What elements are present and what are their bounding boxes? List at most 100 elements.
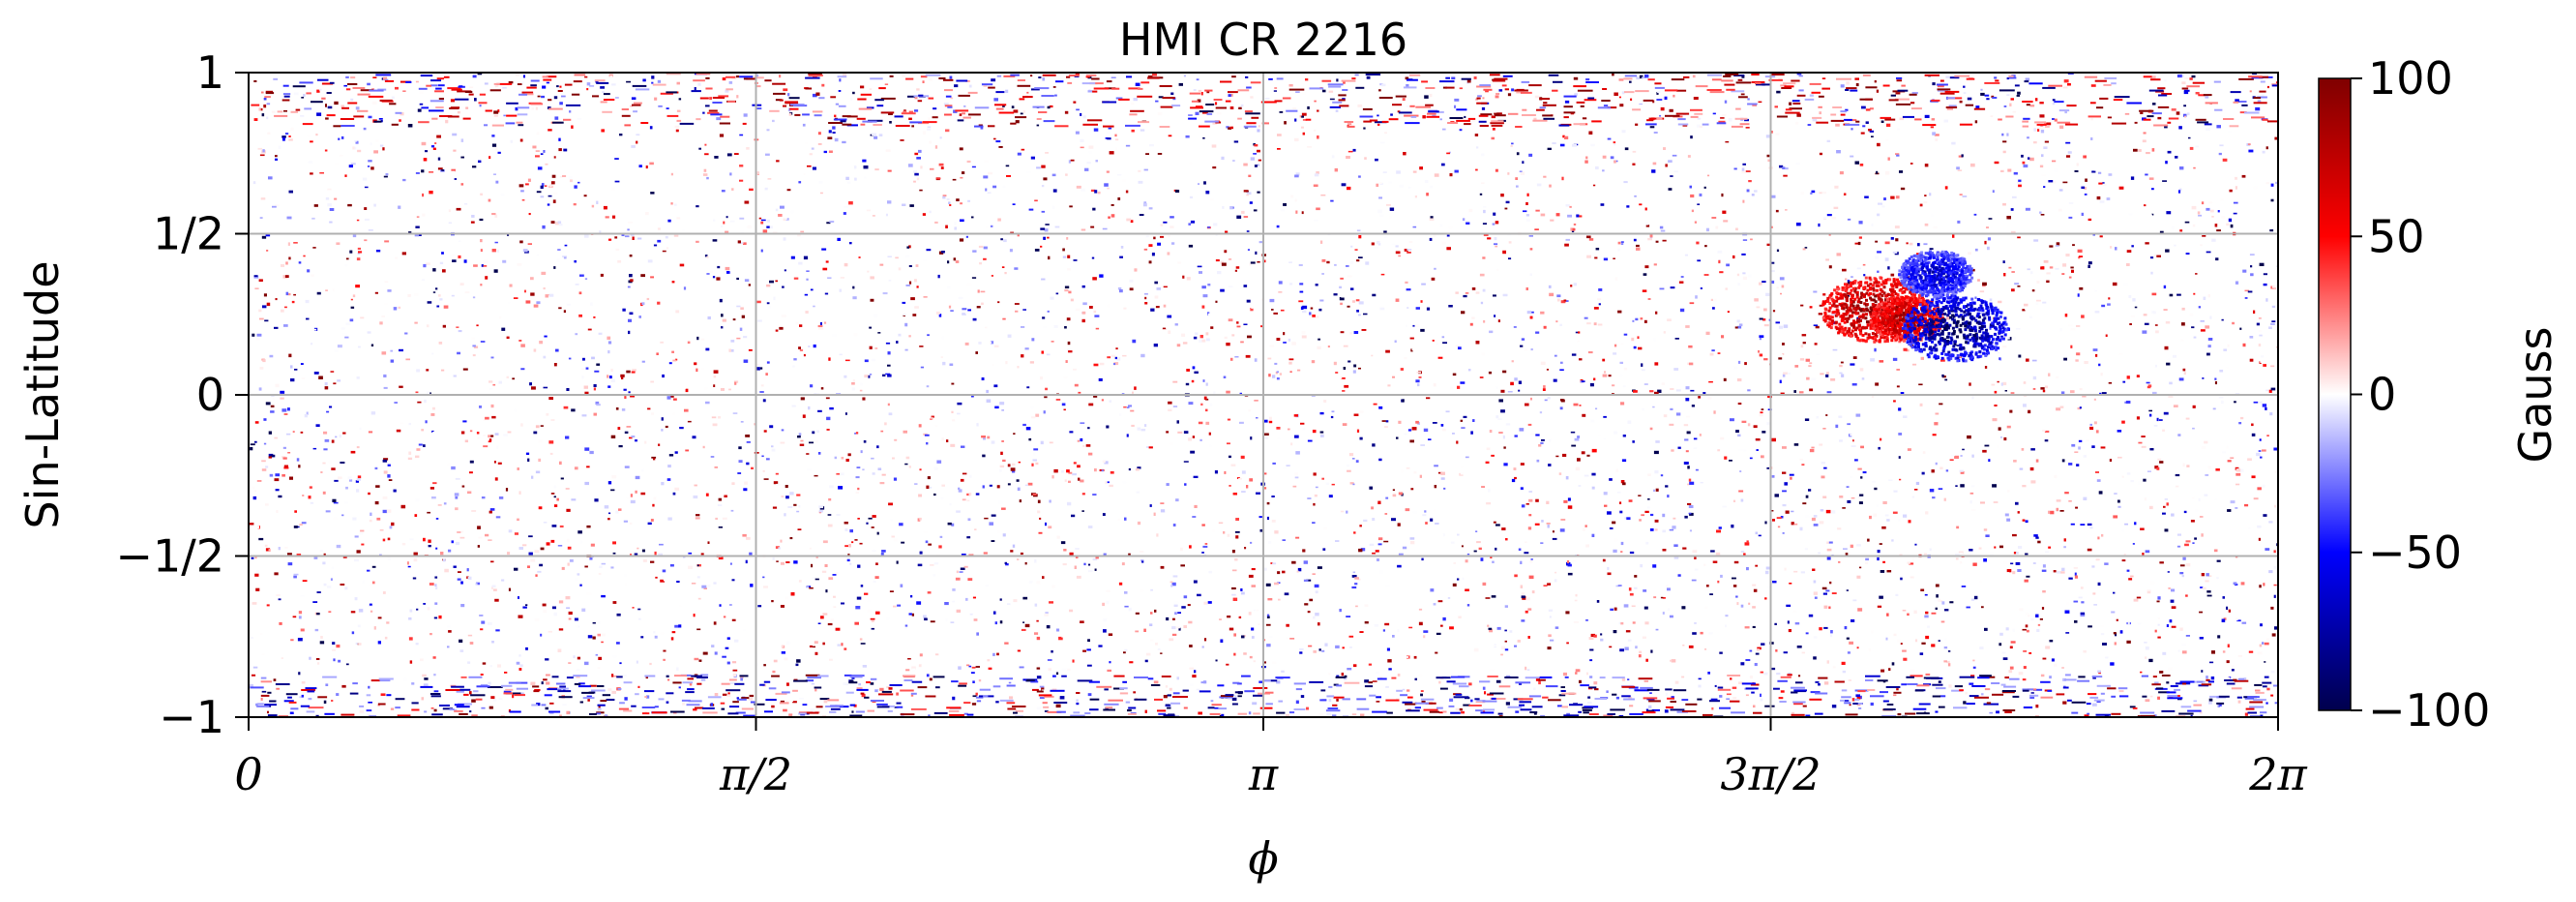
flux-element	[255, 703, 258, 707]
flux-element	[1795, 223, 1801, 226]
flux-element	[362, 580, 365, 585]
flux-element	[823, 150, 827, 154]
flux-element	[1744, 542, 1750, 546]
flux-element	[1572, 559, 1577, 562]
flux-element	[1256, 609, 1259, 612]
flux-element	[1420, 444, 1425, 446]
flux-element	[1791, 510, 1794, 513]
flux-element	[1728, 118, 1732, 122]
flux-element	[301, 522, 307, 525]
flux-element	[1144, 709, 1147, 713]
flux-element	[1150, 308, 1155, 312]
flux-element	[1531, 311, 1534, 314]
flux-element	[1585, 544, 1589, 548]
flux-element	[415, 226, 420, 228]
flux-element	[2048, 510, 2051, 514]
flux-element	[972, 680, 975, 683]
flux-element	[1215, 233, 1218, 236]
flux-element	[2101, 533, 2104, 537]
flux-element	[1017, 487, 1021, 491]
flux-element	[2268, 521, 2273, 524]
flux-element	[1440, 424, 1444, 427]
flux-element	[298, 616, 302, 619]
flux-element	[1547, 92, 1551, 96]
flux-element	[534, 618, 540, 621]
flux-element	[1459, 87, 1463, 90]
flux-element	[1529, 122, 1534, 126]
flux-element	[893, 605, 897, 608]
flux-element	[1042, 316, 1046, 319]
flux-element	[1392, 489, 1395, 492]
flux-element	[2207, 575, 2212, 577]
flux-element	[1753, 425, 1758, 429]
flux-element	[1426, 397, 1431, 400]
flux-element	[951, 552, 956, 556]
flux-element	[273, 77, 279, 80]
flux-element	[899, 523, 903, 526]
flux-element	[2107, 303, 2111, 306]
flux-element	[1535, 498, 1539, 502]
flux-element	[1559, 406, 1563, 410]
flux-element	[1479, 273, 1485, 277]
flux-element	[676, 119, 682, 122]
flux-element	[2126, 472, 2131, 475]
flux-element	[521, 199, 525, 201]
flux-element	[2181, 650, 2187, 654]
flux-element	[760, 249, 763, 253]
flux-element	[1567, 497, 1571, 501]
flux-element	[1424, 95, 1429, 99]
flux-element	[481, 264, 484, 267]
flux-element	[480, 284, 483, 286]
flux-element	[1022, 621, 1025, 623]
flux-element	[1764, 521, 1767, 525]
flux-element	[2211, 216, 2214, 218]
flux-element	[1468, 208, 1473, 213]
flux-element	[1577, 458, 1581, 462]
flux-element	[2268, 397, 2274, 401]
flux-element	[859, 542, 863, 545]
flux-element	[400, 422, 403, 424]
flux-element	[528, 552, 533, 556]
flux-element	[1549, 184, 1552, 188]
flux-element	[1641, 369, 1645, 372]
flux-element	[716, 277, 721, 281]
flux-element	[525, 183, 529, 186]
flux-element	[1610, 608, 1614, 611]
flux-element	[930, 620, 935, 623]
flux-element	[350, 611, 356, 614]
flux-element	[650, 560, 655, 563]
flux-element	[430, 707, 434, 709]
flux-element	[996, 652, 999, 656]
flux-element	[2165, 249, 2170, 253]
flux-element	[1528, 575, 1534, 580]
flux-element	[649, 662, 652, 666]
flux-element	[1684, 438, 1689, 441]
flux-element	[351, 631, 355, 635]
flux-element	[1136, 491, 1140, 494]
flux-element	[1781, 285, 1785, 288]
flux-element	[1782, 353, 1785, 355]
flux-element	[1292, 485, 1297, 488]
flux-element	[1166, 483, 1170, 486]
flux-element	[342, 556, 347, 558]
flux-element	[1671, 696, 1674, 699]
flux-element	[1457, 578, 1460, 581]
flux-element	[2273, 594, 2276, 598]
flux-element	[1520, 463, 1525, 466]
flux-element	[2007, 490, 2010, 493]
flux-element	[769, 280, 774, 284]
flux-element	[1107, 304, 1110, 308]
flux-element	[1012, 203, 1016, 205]
flux-element	[2154, 364, 2157, 368]
flux-element	[893, 477, 898, 481]
flux-element	[1873, 513, 1878, 517]
flux-element	[1328, 673, 1331, 676]
flux-element	[1585, 156, 1588, 160]
flux-element	[654, 97, 658, 101]
flux-element	[1906, 93, 1910, 95]
flux-element	[1968, 252, 1971, 256]
flux-element	[1579, 358, 1583, 361]
flux-element	[629, 436, 633, 439]
flux-element	[1366, 75, 1371, 79]
